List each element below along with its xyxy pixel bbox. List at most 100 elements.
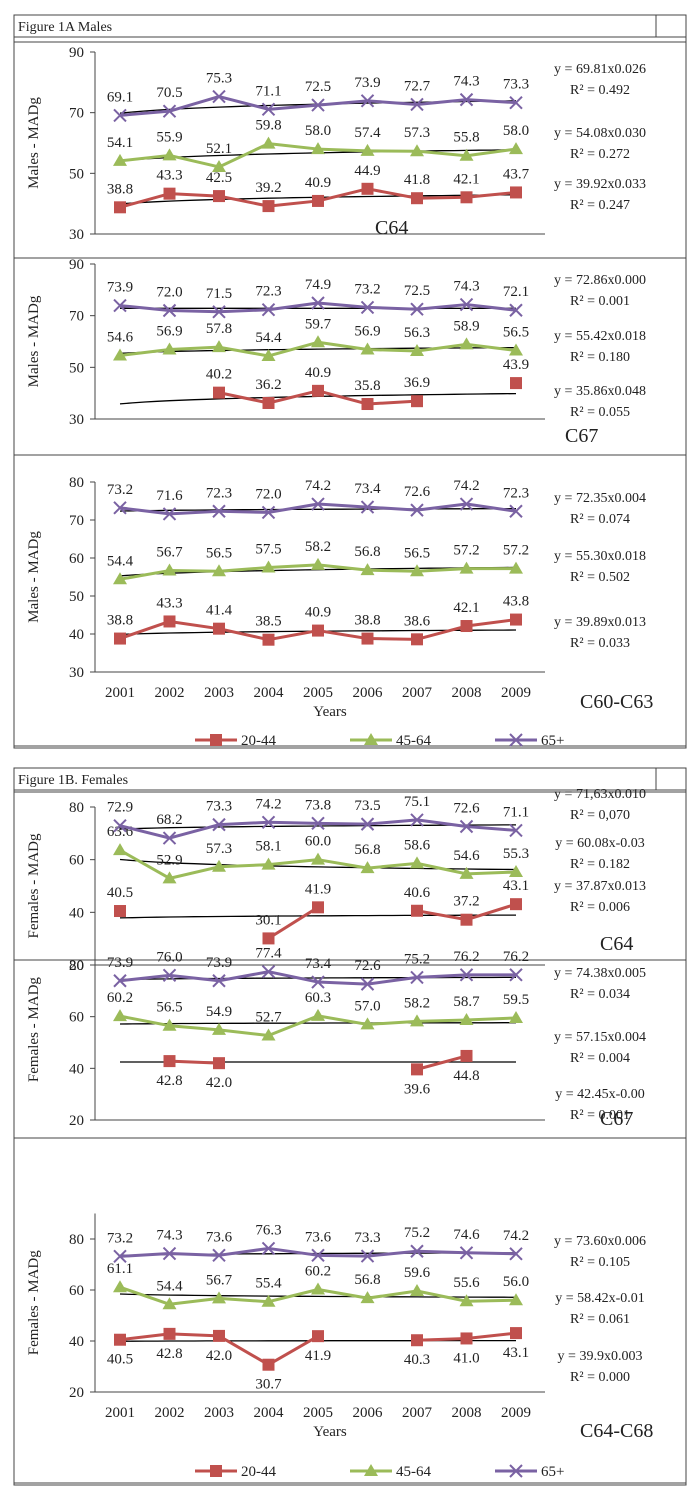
- series-line-segment: [467, 872, 517, 874]
- trend-equation: y = 69.81x0.026: [554, 62, 646, 77]
- x-tick-label: 2005: [303, 685, 333, 701]
- series-line-segment: [318, 823, 368, 824]
- series-line-segment: [467, 1300, 517, 1301]
- data-point: [114, 633, 126, 645]
- y-tick-label: 90: [69, 45, 84, 61]
- series-line-segment: [417, 1020, 467, 1021]
- data-label: 42.8: [156, 1346, 182, 1362]
- data-label: 38.8: [354, 613, 380, 629]
- data-label: 55.8: [453, 130, 479, 146]
- legend-label: 65+: [541, 1464, 564, 1480]
- series-line-segment: [269, 860, 319, 865]
- x-tick-label: 2008: [452, 685, 482, 701]
- series-line-segment: [368, 863, 418, 868]
- series-line-segment: [219, 196, 269, 206]
- series-line-segment: [269, 972, 319, 982]
- series-line-segment: [170, 867, 220, 879]
- series-line-segment: [170, 194, 220, 196]
- data-label: 42.0: [206, 1075, 232, 1091]
- data-label: 59.7: [305, 316, 332, 332]
- series-line-segment: [318, 982, 368, 984]
- series-line-segment: [269, 201, 319, 206]
- data-point: [163, 148, 177, 160]
- data-point: [114, 201, 126, 213]
- data-label: 52.1: [206, 141, 232, 157]
- y-tick-label: 90: [69, 257, 84, 273]
- trend-equation: y = 58.42x-0.01: [555, 1291, 645, 1306]
- data-label: 56.8: [354, 544, 380, 560]
- y-axis-title: Males - MADg: [26, 295, 42, 387]
- trend-equation: y = 72.86x0.000: [554, 273, 646, 288]
- data-point: [213, 623, 225, 635]
- data-label: 76.3: [255, 1222, 281, 1238]
- data-label: 72.6: [404, 484, 431, 500]
- data-point: [411, 395, 423, 407]
- x-tick-label: 2004: [254, 685, 285, 701]
- data-point: [510, 1327, 522, 1339]
- data-label: 58.6: [404, 837, 431, 853]
- x-axis-title: Years: [313, 704, 347, 720]
- data-point: [263, 932, 275, 944]
- series-line-segment: [467, 504, 517, 511]
- data-label: 58.0: [503, 123, 529, 139]
- data-label: 75.1: [404, 794, 430, 810]
- data-label: 73.4: [354, 481, 381, 497]
- data-label: 54.4: [156, 1278, 183, 1294]
- data-label: 35.8: [354, 378, 380, 394]
- series-line-segment: [170, 1254, 220, 1256]
- data-label: 56.5: [156, 1000, 182, 1016]
- data-label: 72.5: [305, 79, 331, 95]
- y-tick-label: 70: [69, 309, 84, 325]
- y-tick-label: 70: [69, 513, 84, 529]
- data-label: 42.8: [156, 1073, 182, 1089]
- data-label: 41.4: [206, 603, 233, 619]
- data-label: 57.5: [255, 542, 281, 558]
- data-point: [411, 633, 423, 645]
- data-label: 57.8: [206, 321, 232, 337]
- legend-label: 20-44: [241, 733, 276, 749]
- x-tick-label: 2006: [353, 685, 384, 701]
- data-label: 56.8: [354, 1272, 380, 1288]
- legend-label: 45-64: [396, 733, 431, 749]
- trend-r-squared: R² = 0.247: [570, 198, 630, 213]
- data-point: [411, 1334, 423, 1346]
- trend-r-squared: R² = 0.004: [570, 1051, 630, 1066]
- series-line-segment: [269, 565, 319, 568]
- data-label: 38.8: [107, 613, 133, 629]
- trend-equation: y = 55.42x0.018: [554, 329, 646, 344]
- trend-r-squared: R² = 0.105: [570, 1255, 630, 1270]
- data-label: 73.3: [354, 1230, 380, 1246]
- data-label: 76.2: [503, 949, 529, 965]
- data-label: 56.5: [206, 545, 232, 561]
- data-label: 43.1: [503, 1345, 529, 1361]
- data-label: 61.1: [107, 1261, 133, 1277]
- data-point: [510, 377, 522, 389]
- trend-equation: y = 35.86x0.048: [554, 384, 646, 399]
- data-label: 42.5: [206, 170, 232, 186]
- data-point: [114, 1334, 126, 1346]
- series-line-segment: [417, 197, 467, 198]
- data-point: [311, 1009, 325, 1021]
- data-label: 74.3: [156, 1228, 182, 1244]
- data-label: 58.7: [453, 994, 480, 1010]
- series-line-segment: [368, 1021, 418, 1024]
- series-line-segment: [120, 1334, 170, 1340]
- x-tick-label: 2005: [303, 1405, 333, 1421]
- data-label: 73.8: [305, 797, 331, 813]
- x-tick-label: 2006: [353, 1405, 384, 1421]
- data-point: [362, 398, 374, 410]
- data-point: [263, 397, 275, 409]
- data-label: 74.3: [453, 279, 479, 295]
- data-label: 59.5: [503, 992, 529, 1008]
- data-label: 38.8: [107, 181, 133, 197]
- data-label: 72.3: [206, 485, 232, 501]
- data-label: 56.7: [206, 1272, 233, 1288]
- series-line-segment: [467, 1018, 517, 1020]
- data-label: 69.1: [107, 89, 133, 105]
- trend-equation: y = 39.9x0.003: [558, 1349, 643, 1364]
